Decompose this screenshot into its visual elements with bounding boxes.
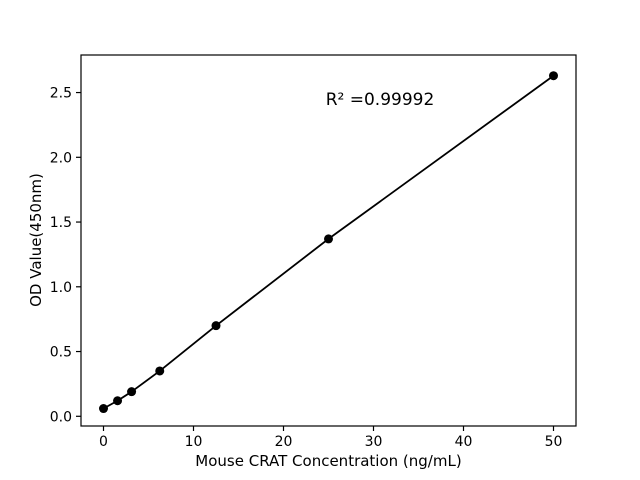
data-point [155, 366, 165, 376]
y-tick-label: 1.5 [50, 215, 72, 231]
y-tick-label: 0.0 [50, 409, 72, 425]
x-tick-label: 10 [185, 434, 203, 450]
data-point [99, 404, 108, 414]
x-tick-label: 20 [275, 434, 293, 450]
data-point [113, 396, 123, 406]
r-squared-annotation: R² =0.99992 [325, 90, 435, 110]
x-tick-label: 0 [99, 434, 108, 450]
x-tick-label: 30 [365, 434, 383, 450]
y-tick-label: 2.0 [50, 150, 72, 166]
data-point [211, 321, 221, 331]
data-point [127, 387, 137, 397]
data-point [549, 71, 558, 81]
y-tick-label: 2.5 [50, 86, 72, 102]
y-axis-label: OD Value(450nm) [27, 173, 45, 307]
x-axis-label: Mouse CRAT Concentration (ng/mL) [195, 452, 462, 470]
data-point [324, 234, 333, 244]
y-tick-label: 1.0 [50, 280, 72, 296]
y-tick-label: 0.5 [50, 345, 72, 361]
plot-border [80, 54, 577, 427]
x-tick-label: 40 [455, 434, 473, 450]
x-tick-label: 50 [545, 434, 563, 450]
